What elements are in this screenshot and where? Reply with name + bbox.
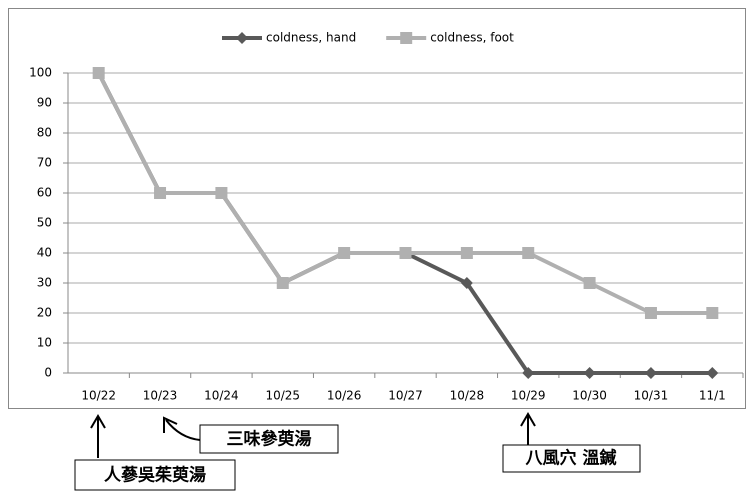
arrow-head <box>520 412 536 427</box>
legend-marker <box>236 32 248 44</box>
legend-marker <box>400 32 413 44</box>
y-tick-label: 40 <box>37 246 52 260</box>
annotation-box <box>199 424 339 454</box>
y-tick-label: 100 <box>29 66 52 80</box>
x-tick-label: 10/24 <box>204 389 239 403</box>
data-point <box>706 307 719 319</box>
y-tick-label: 80 <box>37 126 52 140</box>
arrow <box>165 419 201 441</box>
x-tick-label: 10/25 <box>265 389 300 403</box>
y-tick-label: 90 <box>37 96 52 110</box>
data-point <box>644 307 657 319</box>
y-tick-label: 0 <box>44 366 52 380</box>
data-point <box>583 277 596 289</box>
data-point <box>460 277 473 289</box>
x-tick-label: 10/22 <box>81 389 116 403</box>
data-point <box>522 367 535 379</box>
x-tick-label: 10/29 <box>511 389 546 403</box>
data-point <box>276 277 289 289</box>
y-tick-label: 60 <box>37 186 52 200</box>
data-point <box>215 187 228 199</box>
annotation-box <box>74 459 236 491</box>
legend-label: coldness, hand <box>266 31 356 45</box>
legend-label: coldness, foot <box>430 31 514 45</box>
annotation: 八風穴 溫鍼 <box>526 448 617 469</box>
y-tick-label: 30 <box>37 276 52 290</box>
annotation: 三味參萸湯 <box>227 429 312 450</box>
x-tick-label: 10/27 <box>388 389 423 403</box>
x-tick-label: 10/28 <box>450 389 485 403</box>
y-tick-label: 50 <box>37 216 52 230</box>
data-point <box>706 367 719 379</box>
x-tick-label: 10/31 <box>634 389 669 403</box>
data-point <box>338 247 351 259</box>
annotations: 人蔘吳茱萸湯 三味參萸湯 八風穴 溫鍼 <box>74 412 641 491</box>
annotation-box <box>502 444 641 473</box>
data-point <box>583 367 596 379</box>
data-point <box>460 247 473 259</box>
y-tick-label: 70 <box>37 156 52 170</box>
data-point <box>154 187 167 199</box>
x-tick-label: 11/1 <box>699 389 726 403</box>
annotation: 人蔘吳茱萸湯 <box>104 465 206 486</box>
x-tick-label: 10/30 <box>572 389 607 403</box>
y-tick-label: 10 <box>37 336 52 350</box>
data-point <box>522 247 535 259</box>
x-tick-label: 10/23 <box>143 389 178 403</box>
data-point <box>644 367 657 379</box>
x-tick-label: 10/26 <box>327 389 362 403</box>
data-point <box>399 247 412 259</box>
y-tick-label: 20 <box>37 306 52 320</box>
data-point <box>92 67 105 79</box>
arrow-head <box>163 416 178 433</box>
arrow-head <box>90 414 106 429</box>
chart-frame <box>8 8 746 409</box>
